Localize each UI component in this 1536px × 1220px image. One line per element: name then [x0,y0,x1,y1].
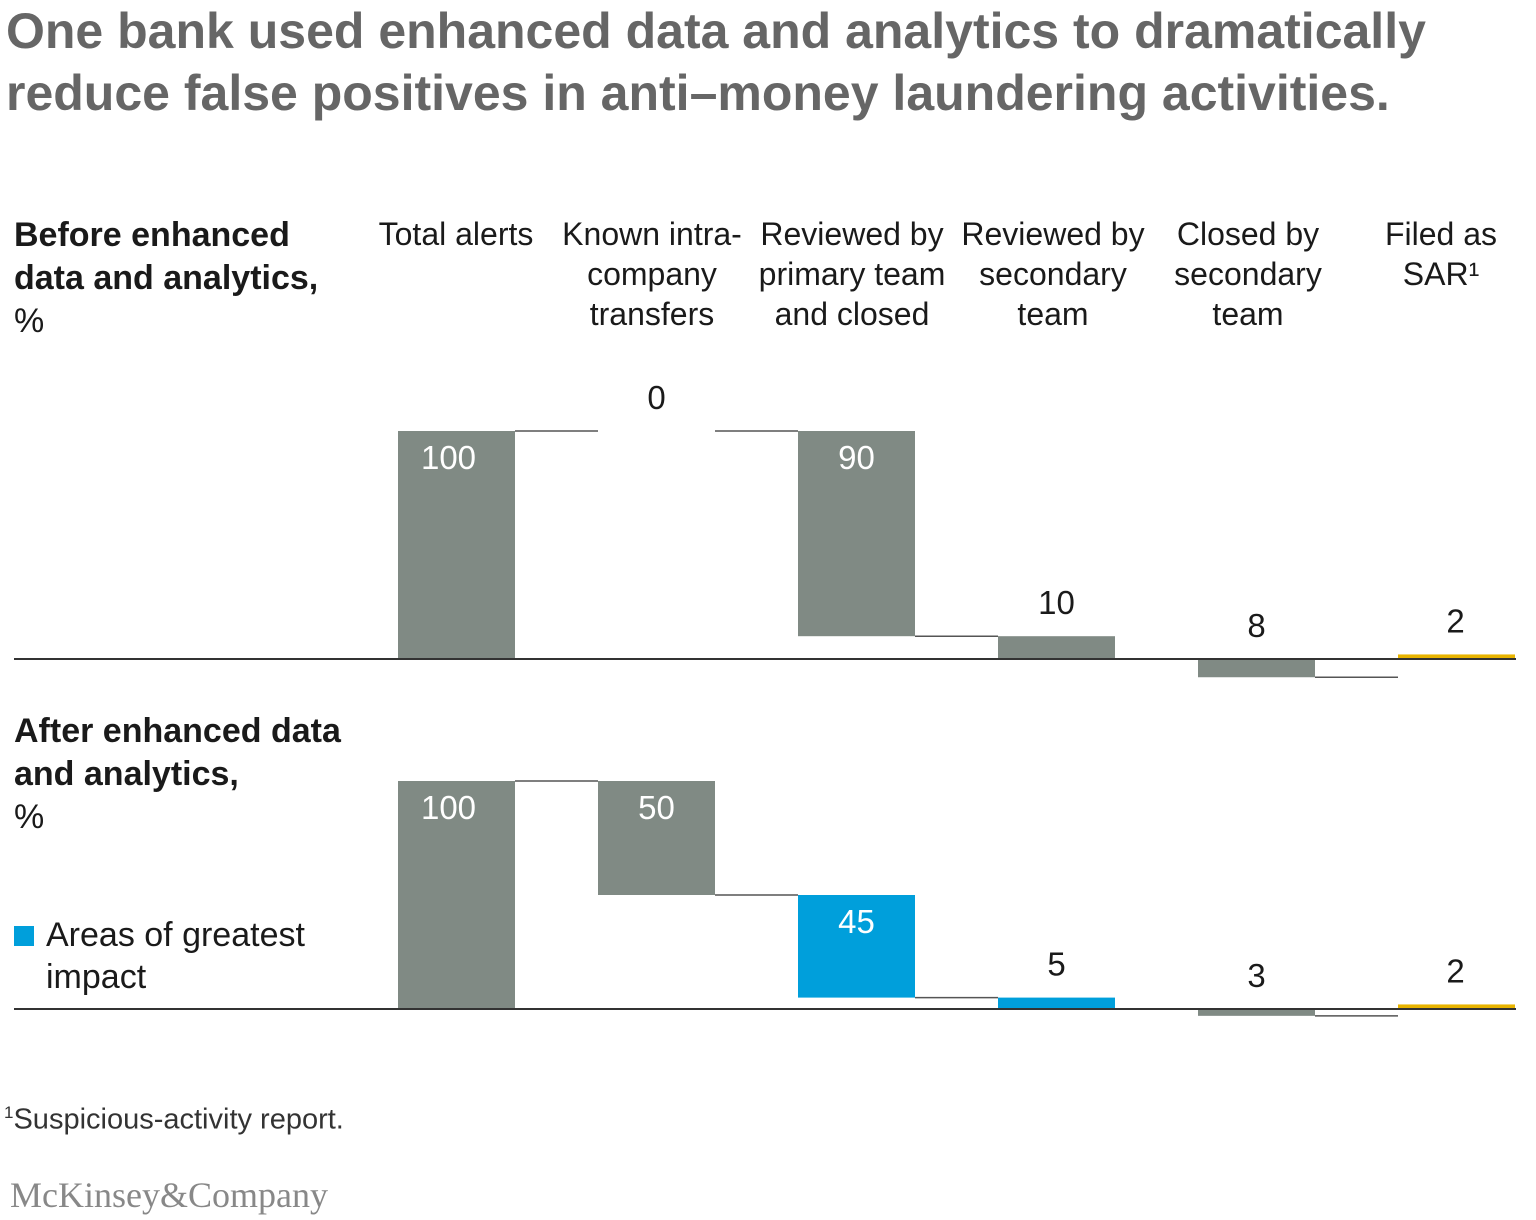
after-value-label-1: 100 [421,789,476,826]
before-panel-label: Before enhanced data and analytics, % [14,214,354,343]
before-value-label-6: 2 [1446,602,1464,639]
before-bar-3 [798,431,915,637]
before-panel-title: Before enhanced data and analytics, [14,216,319,297]
col-header-intra-company: Known intra-company transfers [562,216,742,332]
legend-swatch [14,926,34,946]
after-panel-unit: % [14,798,45,836]
before-value-label-3: 90 [838,439,875,476]
after-value-label-5: 3 [1247,957,1265,994]
after-bar-3 [798,895,915,998]
col-header-filed-sar: Filed as SAR¹ [1384,216,1498,292]
after-value-label-6: 2 [1446,952,1464,989]
before-value-label-5: 8 [1247,607,1265,644]
after-value-label-4: 5 [1047,946,1065,983]
brand-logo: McKinsey&Company [10,1175,328,1215]
after-bar-6 [1398,1004,1515,1009]
after-bar-1 [398,781,515,1009]
before-value-label-2: 0 [647,379,665,416]
after-panel-label: After enhanced data and analytics, % [14,710,354,839]
legend-label: Areas of greatest impact [46,916,305,996]
after-value-label-2: 50 [638,789,675,826]
before-value-label-1: 100 [421,439,476,476]
col-header-secondary-reviewed: Reviewed by secondary team [961,216,1145,332]
before-panel-unit: % [14,302,45,340]
after-value-label-3: 45 [838,903,875,940]
after-panel-title: After enhanced data and analytics, [14,712,341,793]
after-bar-4 [998,997,1115,1009]
footnote: 1Suspicious-activity report. [4,1095,344,1138]
footnote-marker: 1 [4,1103,14,1122]
col-header-total-alerts: Total alerts [378,216,534,252]
chart-title: One bank used enhanced data and analytic… [6,3,1426,121]
footnote-text: Suspicious-activity report. [13,1103,344,1136]
after-bar-5 [1198,1009,1315,1016]
col-header-primary-closed: Reviewed by primary team and closed [758,216,946,332]
after-bar-2 [598,781,715,895]
before-bar-6 [1398,654,1515,659]
col-header-secondary-closed: Closed by secondary team [1174,216,1322,332]
before-value-label-4: 10 [1038,584,1075,621]
before-bar-4 [998,636,1115,659]
before-bar-1 [398,431,515,659]
before-bar-5 [1198,659,1315,678]
